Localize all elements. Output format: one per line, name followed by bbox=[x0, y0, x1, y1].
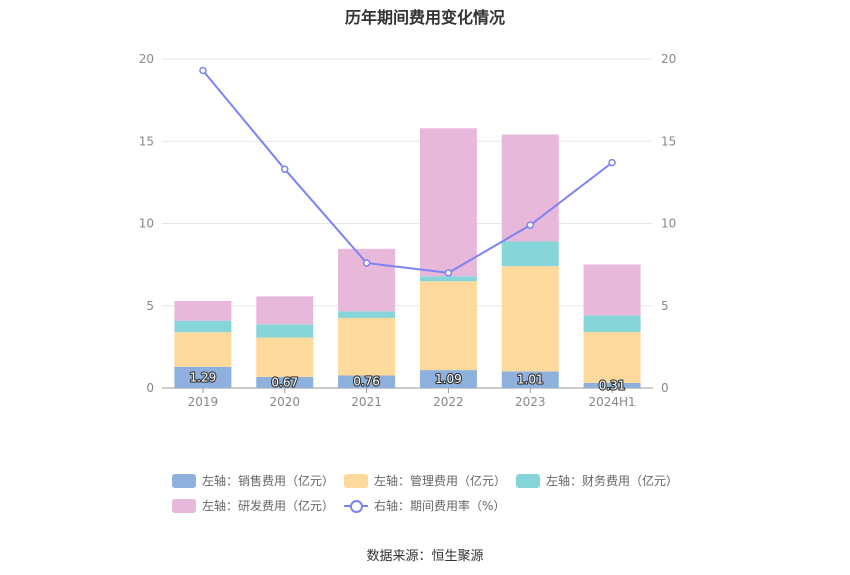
rate-point bbox=[608, 158, 616, 167]
legend-label: 右轴：期间费用率（%） bbox=[374, 499, 506, 513]
right-tick-label: 10 bbox=[661, 217, 676, 231]
chart-title: 历年期间费用变化情况 bbox=[344, 8, 505, 27]
bar-finance bbox=[501, 241, 559, 267]
bar-admin bbox=[338, 317, 396, 376]
bar-rnd bbox=[256, 296, 314, 325]
bar-admin bbox=[256, 337, 314, 377]
right-tick-label: 5 bbox=[661, 299, 669, 313]
bar-rnd bbox=[419, 128, 477, 277]
right-tick-label: 20 bbox=[661, 52, 676, 66]
legend-swatch bbox=[172, 498, 196, 513]
right-tick-label: 0 bbox=[661, 381, 669, 395]
legend-swatch bbox=[516, 473, 540, 488]
bar-admin bbox=[501, 266, 559, 372]
bar-rnd bbox=[338, 248, 396, 312]
left-tick-label: 10 bbox=[139, 217, 154, 231]
x-tick-label: 2023 bbox=[515, 395, 546, 409]
rate-point bbox=[281, 165, 289, 173]
left-tick-label: 5 bbox=[146, 299, 154, 313]
x-tick-label: 2021 bbox=[351, 395, 382, 409]
bar-data-label: 0.31 bbox=[599, 378, 626, 392]
bar-finance bbox=[338, 311, 396, 318]
rate-point bbox=[526, 221, 534, 229]
rate-point bbox=[444, 269, 453, 277]
legend-line-marker bbox=[344, 499, 368, 513]
legend-label: 左轴：研发费用（亿元） bbox=[202, 499, 335, 513]
left-tick-label: 15 bbox=[139, 134, 154, 148]
right-tick-label: 15 bbox=[661, 134, 676, 148]
left-tick-label: 20 bbox=[139, 52, 154, 66]
bar-data-label: 1.01 bbox=[517, 373, 544, 387]
bar-finance bbox=[583, 315, 641, 332]
x-tick-label: 2024H1 bbox=[588, 395, 635, 409]
rate-line bbox=[202, 69, 613, 274]
bar-admin bbox=[583, 331, 641, 383]
legend-item-rnd[interactable]: 左轴：研发费用（亿元） bbox=[172, 497, 334, 514]
bar-sales bbox=[256, 376, 314, 388]
legend-swatch bbox=[172, 473, 196, 488]
legend-item-rate[interactable]: 右轴：期间费用率（%） bbox=[344, 497, 505, 514]
bar-data-label: 0.76 bbox=[353, 375, 380, 389]
rate-point bbox=[362, 259, 371, 267]
legend-item-sales[interactable]: 左轴：销售费用（亿元） bbox=[172, 472, 334, 489]
bar-data-label: 0.67 bbox=[271, 375, 298, 389]
bar-rnd bbox=[583, 264, 641, 316]
bar-finance bbox=[419, 276, 477, 282]
bar-admin bbox=[419, 281, 477, 371]
bar-data-label: 1.09 bbox=[435, 372, 462, 386]
bar-sales bbox=[583, 382, 641, 388]
x-tick-label: 2019 bbox=[188, 395, 219, 409]
bar-admin bbox=[174, 332, 232, 367]
bar-rnd bbox=[174, 300, 232, 321]
legend-label: 左轴：销售费用（亿元） bbox=[202, 474, 335, 488]
left-tick-label: 0 bbox=[146, 381, 154, 395]
x-tick-label: 2020 bbox=[269, 395, 300, 409]
bar-data-label: 1.29 bbox=[190, 370, 217, 384]
bar-finance bbox=[174, 320, 232, 333]
bar-sales bbox=[338, 375, 396, 388]
legend-item-finance[interactable]: 左轴：财务费用（亿元） bbox=[516, 472, 678, 489]
bar-sales bbox=[501, 371, 559, 388]
legend-label: 左轴：财务费用（亿元） bbox=[546, 474, 679, 488]
bar-finance bbox=[256, 324, 314, 338]
bar-sales bbox=[419, 370, 477, 388]
source-text: 数据来源：恒生聚源 bbox=[366, 549, 484, 564]
bar-sales bbox=[174, 366, 232, 388]
rate-point bbox=[199, 66, 207, 75]
legend-label: 左轴：管理费用（亿元） bbox=[374, 474, 507, 488]
legend-item-admin[interactable]: 左轴：管理费用（亿元） bbox=[344, 472, 506, 489]
legend-swatch bbox=[344, 473, 368, 488]
x-tick-label: 2022 bbox=[433, 395, 464, 409]
